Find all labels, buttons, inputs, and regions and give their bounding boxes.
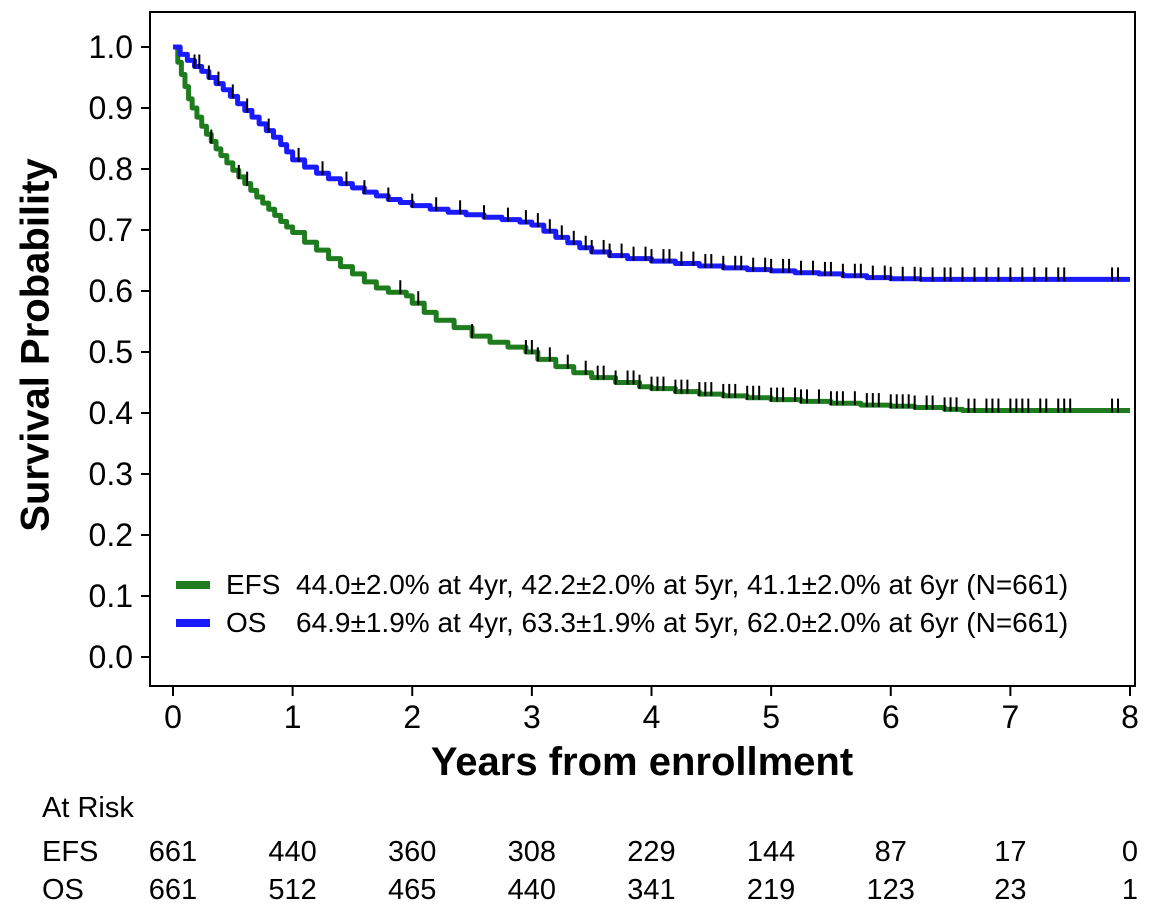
os-legend-stats: 64.9±1.9% at 4yr, 63.3±1.9% at 5yr, 62.0… xyxy=(296,607,1069,638)
at-risk-count-efs-year4: 229 xyxy=(627,836,676,868)
y-tick-label: 0.3 xyxy=(89,456,133,492)
y-tick-label: 0.2 xyxy=(89,517,133,553)
y-tick-label: 0.7 xyxy=(89,212,133,248)
y-tick-label: 0.1 xyxy=(89,578,133,614)
efs-survival-curve xyxy=(173,44,1130,414)
at-risk-count-os-year2: 465 xyxy=(388,874,437,906)
os-legend-name: OS xyxy=(226,607,267,638)
at-risk-count-efs-year1: 440 xyxy=(268,836,317,868)
at-risk-count-efs-year6: 87 xyxy=(874,836,907,868)
at-risk-count-efs-year8: 0 xyxy=(1121,836,1139,868)
at-risk-row-label-efs: EFS xyxy=(42,836,99,868)
x-tick-label: 1 xyxy=(284,699,302,735)
at-risk-count-os-year8: 1 xyxy=(1121,874,1139,906)
at-risk-title: At Risk xyxy=(42,792,134,824)
y-tick-label: 0.5 xyxy=(89,334,133,370)
at-risk-count-os-year7: 23 xyxy=(994,874,1027,906)
x-tick-label: 0 xyxy=(164,699,182,735)
y-tick-label: 0.9 xyxy=(89,90,133,126)
x-tick-label: 3 xyxy=(523,699,541,735)
os-legend-swatch xyxy=(176,619,210,627)
at-risk-count-os-year3: 440 xyxy=(507,874,557,906)
at-risk-count-efs-year2: 360 xyxy=(388,836,437,868)
x-tick-label: 7 xyxy=(1001,699,1019,735)
at-risk-count-os-year4: 341 xyxy=(627,874,676,906)
x-tick-label: 8 xyxy=(1121,699,1139,735)
y-tick-label: 0.4 xyxy=(89,395,133,431)
at-risk-count-efs-year5: 144 xyxy=(746,836,796,868)
y-axis-title: Survival Probability xyxy=(13,158,58,532)
at-risk-count-os-year1: 512 xyxy=(268,874,317,906)
at-risk-count-os-year0: 661 xyxy=(148,874,198,906)
at-risk-row-label-os: OS xyxy=(42,874,84,906)
at-risk-count-os-year5: 219 xyxy=(746,874,796,906)
x-tick-label: 2 xyxy=(403,699,421,735)
plot-frame xyxy=(149,11,1136,687)
x-tick-label: 5 xyxy=(762,699,780,735)
x-axis-title: Years from enrollment xyxy=(430,740,854,784)
efs-legend-swatch xyxy=(176,581,210,589)
at-risk-count-efs-year0: 661 xyxy=(148,836,198,868)
legend: EFS 44.0±2.0% at 4yr, 42.2±2.0% at 5yr, … xyxy=(176,566,1068,642)
legend-row-os: OS 64.9±1.9% at 4yr, 63.3±1.9% at 5yr, 6… xyxy=(176,604,1068,642)
x-tick-label: 4 xyxy=(643,699,661,735)
y-tick-label: 0.0 xyxy=(89,639,133,675)
y-tick-label: 0.8 xyxy=(89,151,133,187)
y-tick-label: 1.0 xyxy=(89,29,133,65)
at-risk-count-efs-year3: 308 xyxy=(507,836,557,868)
legend-row-efs: EFS 44.0±2.0% at 4yr, 42.2±2.0% at 5yr, … xyxy=(176,566,1068,604)
efs-legend-stats: 44.0±2.0% at 4yr, 42.2±2.0% at 5yr, 41.1… xyxy=(296,569,1069,600)
at-risk-count-efs-year7: 17 xyxy=(994,836,1027,868)
y-tick-label: 0.6 xyxy=(89,273,133,309)
at-risk-count-os-year6: 123 xyxy=(866,874,915,906)
x-tick-label: 6 xyxy=(882,699,900,735)
efs-legend-name: EFS xyxy=(226,569,281,600)
